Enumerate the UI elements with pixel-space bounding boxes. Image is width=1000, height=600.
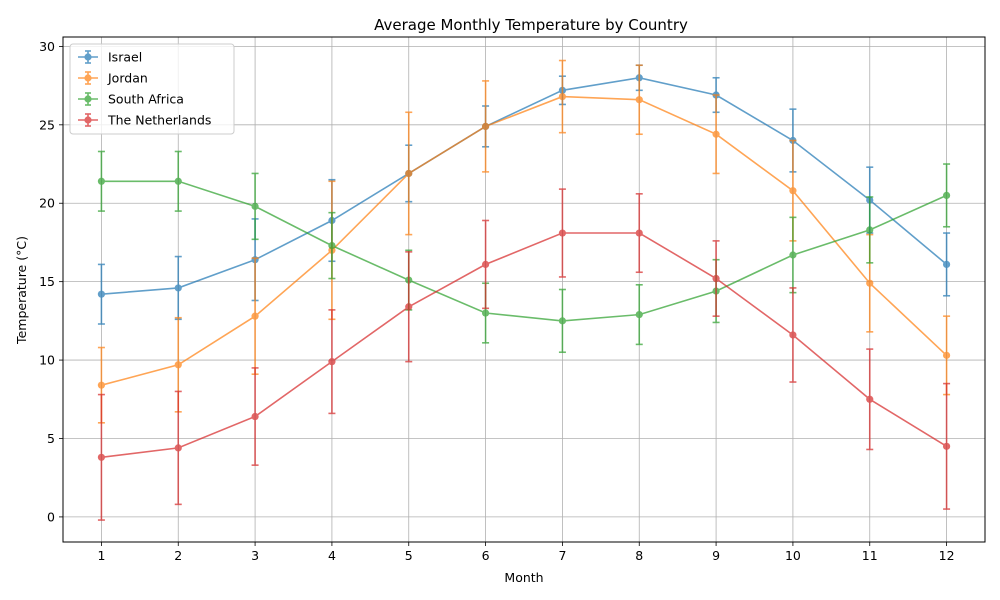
y-tick-label: 25	[39, 117, 55, 132]
data-point	[712, 274, 720, 283]
x-tick-label: 10	[785, 548, 801, 563]
y-tick-label: 0	[47, 509, 55, 524]
legend-item: The Netherlands	[78, 113, 211, 128]
legend-item: Jordan	[78, 71, 148, 86]
legend-swatch	[78, 92, 98, 106]
chart-title: Average Monthly Temperature by Country	[374, 16, 688, 34]
x-tick-label: 8	[635, 548, 643, 563]
data-point	[251, 312, 259, 320]
data-point	[558, 229, 567, 237]
legend-swatch	[78, 113, 98, 127]
data-point	[712, 130, 720, 138]
x-tick-label: 12	[939, 548, 955, 563]
legend-item: Israel	[78, 50, 142, 65]
data-point	[97, 177, 106, 185]
data-point	[174, 177, 182, 185]
data-point	[558, 317, 567, 325]
legend: Israel Jordan South Africa The Netherlands	[69, 43, 235, 135]
series-line	[101, 95, 948, 386]
data-point	[866, 226, 874, 234]
data-point	[405, 303, 413, 311]
data-point	[481, 260, 490, 269]
legend-label: Israel	[108, 50, 142, 65]
legend-label: The Netherlands	[107, 113, 211, 128]
legend-marker	[84, 116, 92, 124]
x-tick-label: 4	[328, 548, 336, 563]
data-point	[97, 453, 106, 461]
data-point	[942, 442, 951, 450]
data-point	[174, 284, 182, 292]
data-point	[942, 351, 951, 359]
x-tick-label: 6	[482, 548, 490, 563]
legend-swatch	[78, 50, 98, 64]
legend-swatch	[78, 71, 98, 85]
y-tick-label: 20	[39, 196, 55, 211]
legend-box	[69, 43, 235, 135]
y-tick-label: 15	[39, 274, 55, 289]
y-tick-label: 30	[39, 39, 55, 54]
legend-marker	[84, 53, 92, 61]
plot-frame	[62, 36, 986, 543]
y-tick-label: 10	[39, 353, 55, 368]
data-point	[789, 331, 797, 339]
data-point	[251, 202, 259, 210]
data-point	[558, 92, 567, 101]
data-point	[97, 290, 106, 298]
data-point	[789, 187, 797, 195]
data-point	[942, 260, 951, 269]
y-tick-label: 5	[47, 431, 55, 446]
x-axis-label: Month	[504, 570, 543, 585]
legend-item: South Africa	[78, 92, 184, 107]
x-tick-label: 3	[251, 548, 259, 563]
data-point	[97, 381, 106, 389]
series-jordan	[97, 59, 951, 424]
data-point	[866, 395, 874, 403]
legend-marker	[84, 95, 92, 103]
x-tick-label: 9	[712, 548, 720, 563]
legend-marker	[84, 74, 92, 82]
series-line	[101, 180, 947, 322]
data-point	[405, 169, 413, 178]
x-tick-label: 1	[97, 548, 105, 563]
data-point	[481, 122, 490, 130]
data-point	[635, 229, 643, 237]
y-axis-label: Temperature (°C)	[14, 236, 29, 345]
data-point	[328, 241, 336, 250]
series-line	[101, 232, 948, 459]
data-point	[174, 444, 182, 452]
data-point	[481, 309, 490, 317]
data-point	[789, 251, 797, 259]
series-group	[97, 59, 951, 521]
series-the-netherlands	[97, 188, 951, 521]
legend-label: South Africa	[108, 92, 184, 107]
x-tick-label: 2	[174, 548, 182, 563]
data-point	[174, 361, 182, 369]
data-point	[942, 191, 951, 200]
data-point	[635, 96, 643, 104]
data-point	[635, 310, 643, 319]
data-point	[251, 412, 259, 421]
x-tick-label: 5	[405, 548, 413, 563]
series-line	[101, 76, 948, 295]
legend-label: Jordan	[107, 71, 148, 86]
x-tick-label: 11	[862, 548, 878, 563]
x-tick-label: 7	[558, 548, 566, 563]
data-point	[866, 279, 874, 287]
data-point	[328, 358, 336, 366]
